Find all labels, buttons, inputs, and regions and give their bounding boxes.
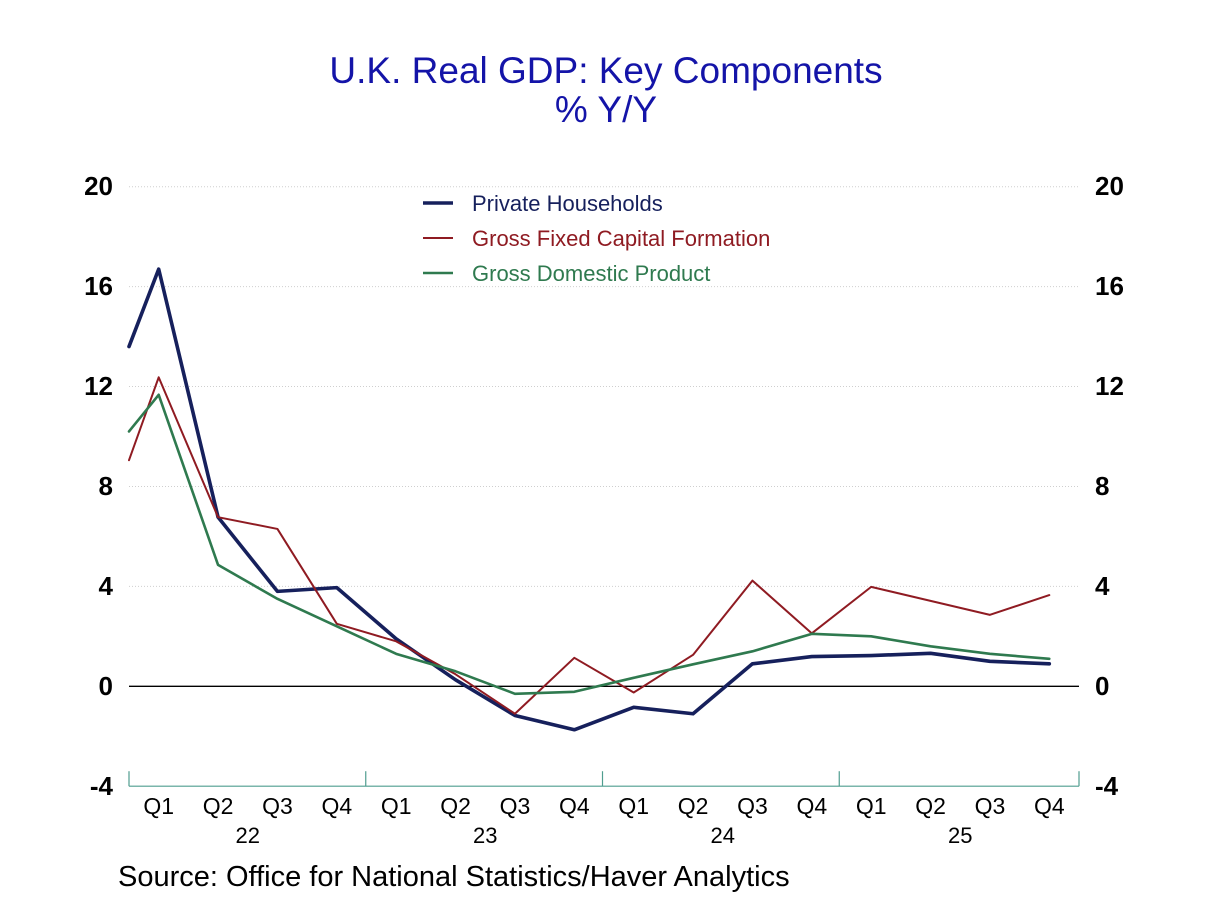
svg-text:Q2: Q2 (440, 793, 471, 819)
svg-text:Q1: Q1 (143, 793, 174, 819)
svg-text:8: 8 (99, 471, 113, 501)
svg-text:Q4: Q4 (559, 793, 590, 819)
svg-text:16: 16 (1095, 271, 1124, 301)
svg-text:Q4: Q4 (321, 793, 352, 819)
svg-text:22: 22 (236, 823, 260, 848)
svg-text:4: 4 (99, 571, 114, 601)
svg-text:Private Households: Private Households (472, 191, 663, 216)
svg-text:24: 24 (711, 823, 735, 848)
svg-text:-4: -4 (90, 771, 114, 801)
svg-text:12: 12 (84, 371, 113, 401)
svg-text:-4: -4 (1095, 771, 1119, 801)
svg-text:12: 12 (1095, 371, 1124, 401)
svg-text:Q2: Q2 (678, 793, 709, 819)
svg-text:Q3: Q3 (975, 793, 1006, 819)
svg-text:20: 20 (1095, 171, 1124, 201)
svg-text:25: 25 (948, 823, 972, 848)
svg-text:4: 4 (1095, 571, 1110, 601)
svg-text:0: 0 (99, 671, 113, 701)
svg-text:Q2: Q2 (203, 793, 234, 819)
svg-text:Q3: Q3 (737, 793, 768, 819)
svg-text:Q2: Q2 (915, 793, 946, 819)
svg-text:U.K. Real GDP: Key Components: U.K. Real GDP: Key Components (329, 50, 882, 91)
svg-text:20: 20 (84, 171, 113, 201)
svg-text:Q4: Q4 (796, 793, 827, 819)
svg-text:16: 16 (84, 271, 113, 301)
svg-text:Source: Office for National S: Source: Office for National Statistics/H… (118, 861, 790, 893)
svg-text:0: 0 (1095, 671, 1109, 701)
svg-text:% Y/Y: % Y/Y (555, 89, 657, 130)
svg-text:Q1: Q1 (856, 793, 887, 819)
svg-text:Q1: Q1 (618, 793, 649, 819)
svg-text:Q3: Q3 (500, 793, 531, 819)
svg-text:Gross Fixed Capital Formation: Gross Fixed Capital Formation (472, 226, 770, 251)
svg-text:Q4: Q4 (1034, 793, 1065, 819)
svg-text:23: 23 (473, 823, 497, 848)
svg-text:8: 8 (1095, 471, 1109, 501)
svg-text:Q3: Q3 (262, 793, 293, 819)
svg-text:Q1: Q1 (381, 793, 412, 819)
svg-text:Gross Domestic Product: Gross Domestic Product (472, 261, 710, 286)
